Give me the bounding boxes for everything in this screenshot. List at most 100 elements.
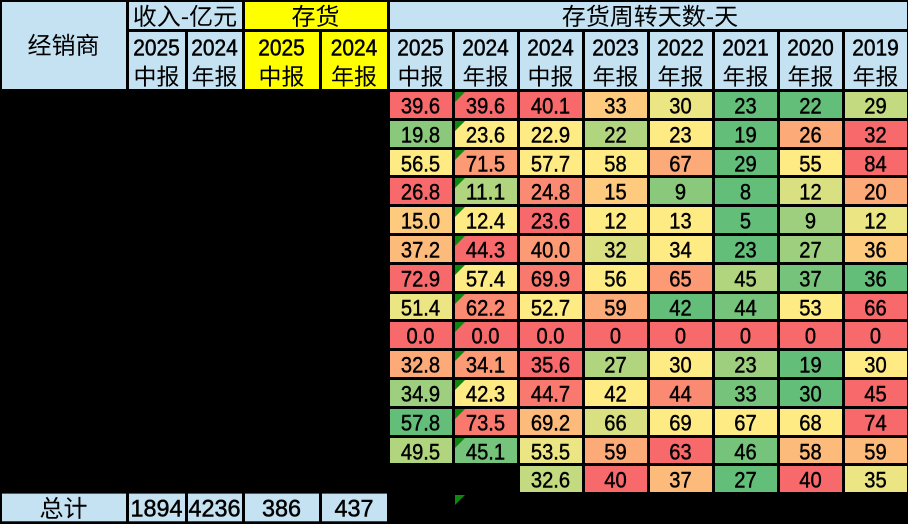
svg-text:23.6: 23.6 (466, 123, 505, 148)
svg-text:23: 23 (669, 123, 691, 148)
svg-text:2024: 2024 (331, 35, 378, 61)
svg-text:19: 19 (799, 353, 821, 378)
svg-text:22.9: 22.9 (531, 123, 570, 148)
svg-text:34.1: 34.1 (466, 353, 505, 378)
svg-text:9: 9 (675, 180, 686, 205)
svg-text:0: 0 (675, 324, 686, 349)
svg-text:30: 30 (669, 94, 691, 119)
svg-text:22: 22 (604, 123, 626, 148)
svg-text:0: 0 (805, 324, 816, 349)
svg-text:45: 45 (734, 267, 756, 292)
svg-text:66: 66 (604, 411, 626, 436)
svg-text:57.7: 57.7 (531, 152, 570, 177)
svg-text:53.5: 53.5 (531, 440, 570, 465)
svg-text:27: 27 (604, 353, 626, 378)
svg-text:2019: 2019 (852, 35, 899, 61)
svg-text:58: 58 (604, 152, 626, 177)
svg-text:58: 58 (799, 440, 821, 465)
svg-text:2021: 2021 (722, 35, 769, 61)
svg-text:34: 34 (669, 238, 691, 263)
svg-text:56: 56 (604, 267, 626, 292)
svg-text:2024: 2024 (191, 35, 238, 61)
svg-text:35.6: 35.6 (531, 353, 570, 378)
svg-text:37: 37 (799, 267, 821, 292)
svg-text:27: 27 (734, 468, 756, 493)
svg-text:42.3: 42.3 (466, 382, 505, 407)
svg-text:57.8: 57.8 (401, 411, 440, 436)
svg-text:74: 74 (864, 411, 886, 436)
svg-text:84: 84 (864, 152, 886, 177)
svg-text:27: 27 (799, 238, 821, 263)
svg-text:59: 59 (864, 440, 886, 465)
svg-text:2020: 2020 (787, 35, 834, 61)
svg-text:66: 66 (864, 296, 886, 321)
svg-text:68: 68 (799, 411, 821, 436)
svg-text:55: 55 (799, 152, 821, 177)
svg-text:12.4: 12.4 (466, 209, 505, 234)
svg-text:11.1: 11.1 (466, 180, 505, 205)
svg-text:20: 20 (864, 180, 886, 205)
svg-text:4236: 4236 (189, 496, 241, 523)
svg-text:42: 42 (604, 382, 626, 407)
svg-text:0: 0 (740, 324, 751, 349)
svg-text:22: 22 (799, 94, 821, 119)
svg-text:45: 45 (864, 382, 886, 407)
svg-text:46: 46 (734, 440, 756, 465)
svg-text:8: 8 (740, 180, 751, 205)
svg-text:0.0: 0.0 (407, 324, 435, 349)
svg-text:52.7: 52.7 (531, 296, 570, 321)
svg-text:37.2: 37.2 (401, 238, 440, 263)
svg-text:29: 29 (734, 152, 756, 177)
svg-text:386: 386 (262, 496, 301, 523)
svg-text:36: 36 (864, 238, 886, 263)
svg-text:30: 30 (669, 353, 691, 378)
svg-text:26: 26 (799, 123, 821, 148)
svg-text:49.5: 49.5 (401, 440, 440, 465)
svg-text:59: 59 (604, 296, 626, 321)
svg-text:62.2: 62.2 (466, 296, 505, 321)
svg-text:32: 32 (604, 238, 626, 263)
svg-text:30: 30 (799, 382, 821, 407)
svg-text:32.6: 32.6 (531, 468, 570, 493)
svg-text:2025: 2025 (397, 35, 444, 61)
svg-text:0: 0 (610, 324, 621, 349)
svg-text:40: 40 (799, 468, 821, 493)
svg-text:44: 44 (734, 296, 756, 321)
svg-text:73.5: 73.5 (466, 411, 505, 436)
svg-text:72.9: 72.9 (401, 267, 440, 292)
svg-text:12: 12 (799, 180, 821, 205)
svg-text:23: 23 (734, 238, 756, 263)
svg-text:32: 32 (864, 123, 886, 148)
svg-text:19.8: 19.8 (401, 123, 440, 148)
svg-text:39.6: 39.6 (401, 94, 440, 119)
svg-text:36: 36 (864, 267, 886, 292)
svg-text:39.6: 39.6 (466, 94, 505, 119)
svg-text:67: 67 (669, 152, 691, 177)
svg-text:15.0: 15.0 (401, 209, 440, 234)
svg-text:44.7: 44.7 (531, 382, 570, 407)
svg-text:69: 69 (669, 411, 691, 436)
svg-text:33: 33 (604, 94, 626, 119)
svg-text:69.9: 69.9 (531, 267, 570, 292)
svg-text:32.8: 32.8 (401, 353, 440, 378)
svg-text:26.8: 26.8 (401, 180, 440, 205)
svg-text:2022: 2022 (657, 35, 704, 61)
svg-text:23: 23 (734, 353, 756, 378)
svg-text:5: 5 (740, 209, 751, 234)
svg-text:12: 12 (604, 209, 626, 234)
svg-text:13: 13 (669, 209, 691, 234)
svg-text:2025: 2025 (133, 35, 180, 61)
svg-text:71.5: 71.5 (466, 152, 505, 177)
svg-text:1894: 1894 (131, 496, 183, 523)
svg-text:2025: 2025 (258, 35, 305, 61)
svg-text:51.4: 51.4 (401, 296, 440, 321)
svg-text:67: 67 (734, 411, 756, 436)
svg-text:37: 37 (669, 468, 691, 493)
svg-text:33: 33 (734, 382, 756, 407)
svg-text:0.0: 0.0 (537, 324, 565, 349)
svg-text:34.9: 34.9 (401, 382, 440, 407)
svg-text:2023: 2023 (592, 35, 639, 61)
svg-text:12: 12 (864, 209, 886, 234)
svg-text:65: 65 (669, 267, 691, 292)
svg-text:9: 9 (805, 209, 816, 234)
